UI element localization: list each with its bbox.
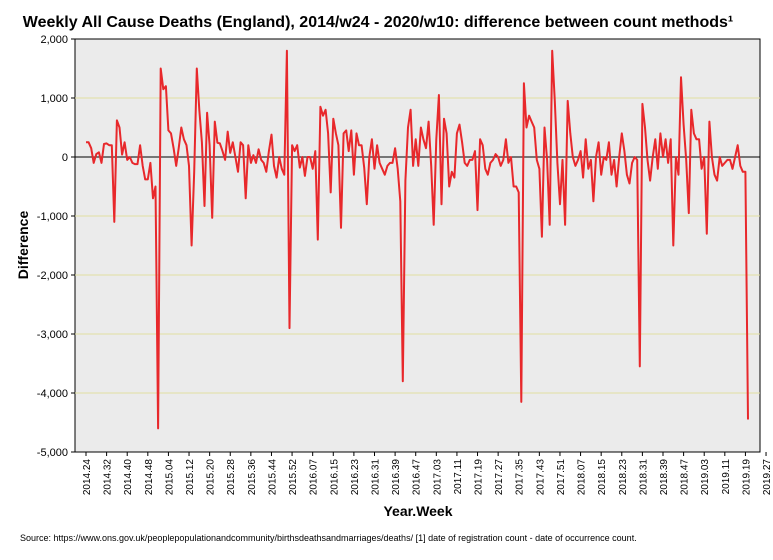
x-tick-label: 2019.19 bbox=[741, 459, 752, 496]
x-tick-label: 2017.43 bbox=[535, 459, 546, 496]
x-tick-label: 2018.47 bbox=[680, 459, 691, 496]
y-axis-label: Difference bbox=[15, 211, 31, 280]
x-axis-label: Year.Week bbox=[383, 503, 452, 519]
x-tick-label: 2019.27 bbox=[762, 459, 773, 496]
x-tick-label: 2015.44 bbox=[267, 459, 278, 496]
x-tick-label: 2017.35 bbox=[515, 459, 526, 496]
x-tick-label: 2015.28 bbox=[226, 459, 237, 496]
x-tick-label: 2016.31 bbox=[370, 459, 381, 496]
x-tick-label: 2018.23 bbox=[618, 459, 629, 496]
x-tick-label: 2016.39 bbox=[391, 459, 402, 496]
y-tick-label: -5,000 bbox=[37, 447, 68, 459]
x-tick-label: 2016.23 bbox=[350, 459, 361, 496]
series-line bbox=[86, 49, 749, 430]
y-tick-label: 2,000 bbox=[40, 34, 68, 46]
x-tick-label: 2017.51 bbox=[556, 459, 567, 496]
x-tick-label: 2015.52 bbox=[288, 459, 299, 496]
x-tick-label: 2017.11 bbox=[453, 459, 464, 495]
x-tick-label: 2019.11 bbox=[721, 459, 732, 495]
y-axis: 2,000 1,000 0 -1,000 -2,000 -3,000 -4,000 -5,00… bbox=[37, 34, 75, 459]
x-tick-label: 2018.31 bbox=[638, 459, 649, 496]
x-tick-label: 2017.27 bbox=[494, 459, 505, 496]
plot-area bbox=[74, 38, 761, 453]
x-tick-label: 2017.19 bbox=[474, 459, 485, 496]
y-tick-label: -2,000 bbox=[37, 270, 68, 282]
x-tick-label: 2016.07 bbox=[309, 459, 320, 496]
x-tick-label: 2018.39 bbox=[659, 459, 670, 496]
x-tick-label: 2018.15 bbox=[597, 459, 608, 496]
y-tick-label: -1,000 bbox=[37, 211, 68, 223]
x-tick-label: 2014.32 bbox=[103, 459, 114, 496]
x-tick-label: 2016.15 bbox=[329, 459, 340, 496]
x-tick-label: 2019.03 bbox=[700, 459, 711, 496]
gridlines bbox=[75, 97, 760, 394]
x-tick-label: 2015.36 bbox=[247, 459, 258, 496]
y-tick-label: -4,000 bbox=[37, 388, 68, 400]
chart-title: Weekly All Cause Deaths (England), 2014/… bbox=[23, 14, 733, 31]
x-tick-label: 2014.40 bbox=[123, 459, 134, 496]
x-tick-label: 2014.48 bbox=[144, 459, 155, 496]
x-axis: 2014.24 2014.32 2014.40 2014.48 2015.04 2015.… bbox=[82, 452, 773, 495]
x-tick-label: 2015.12 bbox=[185, 459, 196, 496]
y-tick-label: -3,000 bbox=[37, 329, 68, 341]
x-tick-label: 2015.04 bbox=[164, 459, 175, 496]
x-tick-label: 2014.24 bbox=[82, 459, 93, 496]
x-tick-label: 2017.03 bbox=[432, 459, 443, 496]
x-tick-label: 2015.20 bbox=[206, 459, 217, 496]
source-note: Source: https://www.ons.gov.uk/peoplepop… bbox=[20, 533, 637, 543]
y-tick-label: 1,000 bbox=[40, 93, 68, 105]
x-tick-label: 2016.47 bbox=[412, 459, 423, 496]
y-tick-label: 0 bbox=[62, 152, 68, 164]
x-tick-label: 2018.07 bbox=[577, 459, 588, 496]
